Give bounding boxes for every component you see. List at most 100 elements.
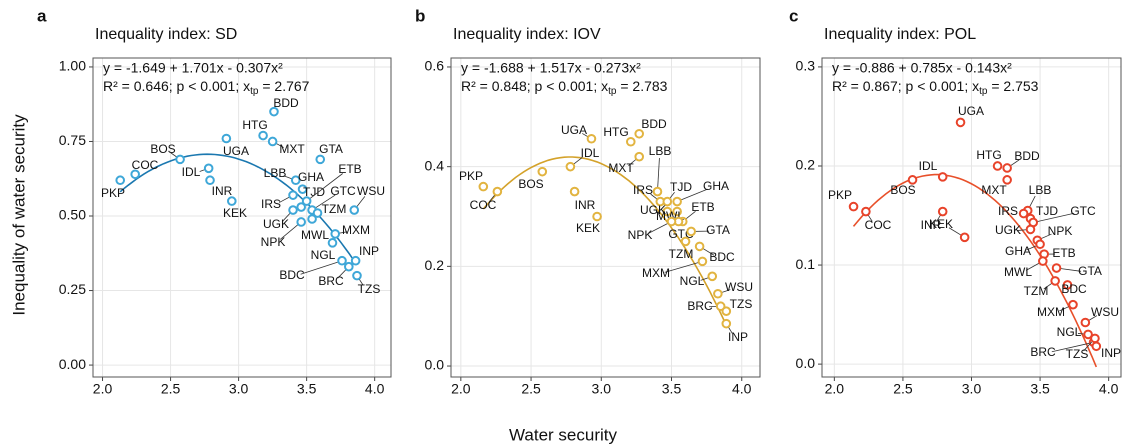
panel-title: Inequality index: IOV <box>453 26 601 43</box>
point-label: TJD <box>1036 204 1058 218</box>
x-tick-label: 3.0 <box>592 381 612 397</box>
point <box>327 238 338 248</box>
point <box>297 184 308 194</box>
point-label: ETB <box>1052 246 1075 260</box>
point <box>662 206 673 217</box>
point <box>301 196 312 206</box>
point-label: BDD <box>1014 149 1040 163</box>
y-tick-label: 0.6 <box>425 58 445 74</box>
point <box>267 136 278 147</box>
point <box>315 154 326 165</box>
panel-letter: a <box>37 6 47 25</box>
point-label: TZS <box>358 282 381 296</box>
point <box>1083 329 1093 340</box>
point-label: IRS <box>633 183 653 197</box>
point-label: BDD <box>273 96 299 110</box>
fit-stats-text: R² = 0.848; p < 0.001; x <box>461 78 608 94</box>
point <box>290 175 301 186</box>
point-label: IDL <box>919 159 938 173</box>
y-tick-label: 0.0 <box>796 355 816 371</box>
point-label: HTG <box>242 118 267 132</box>
point-label: WSU <box>725 280 753 294</box>
point-label: UGK <box>640 203 666 217</box>
x-tick-label: 2.0 <box>825 381 845 397</box>
point <box>1051 263 1062 273</box>
point-label: MWL <box>301 228 329 242</box>
point <box>861 206 871 217</box>
point <box>288 190 298 200</box>
panel-title: Inequality index: POL <box>824 26 976 43</box>
point-label: NPK <box>628 228 653 242</box>
point-label: INR <box>212 184 233 198</box>
point <box>1062 280 1073 290</box>
fit-stats-subscript: tp <box>979 86 988 97</box>
label-leader <box>664 260 703 273</box>
label-leader <box>300 260 343 275</box>
point-label: IRS <box>261 197 281 211</box>
panel-letter: c <box>789 6 798 25</box>
point-label: UGA <box>223 144 249 158</box>
point-label: INP <box>359 244 379 258</box>
panel-border <box>821 57 1122 378</box>
point-label: BRC <box>1030 345 1056 359</box>
point <box>937 172 948 182</box>
point <box>296 217 306 227</box>
point-label: BOS <box>890 183 915 197</box>
point <box>1038 256 1048 266</box>
point <box>221 133 232 144</box>
point <box>1080 317 1091 328</box>
point <box>226 196 237 206</box>
point-label: LBB <box>649 144 672 158</box>
point <box>296 202 306 212</box>
point-label: WSU <box>1091 305 1119 319</box>
point <box>666 216 677 227</box>
y-tick-label: 0.50 <box>59 207 86 223</box>
point <box>625 136 636 147</box>
point-label: MXM <box>342 223 370 237</box>
label-leader <box>657 157 660 192</box>
point <box>1025 224 1036 235</box>
point-label: TJD <box>303 185 325 199</box>
point <box>672 196 682 207</box>
x-tick-label: 4.0 <box>732 381 752 397</box>
point <box>337 255 347 266</box>
x-tick-label: 2.0 <box>451 381 471 397</box>
point-label: IRS <box>998 204 1018 218</box>
point-label: BDC <box>709 250 735 264</box>
point <box>672 206 682 217</box>
x-tick-label: 2.0 <box>93 381 113 397</box>
point-label: KEK <box>223 206 247 220</box>
point <box>697 256 708 267</box>
point <box>1050 276 1060 286</box>
point-label: INP <box>1101 346 1121 360</box>
point <box>492 186 503 197</box>
y-tick-label: 0.2 <box>796 157 816 173</box>
point <box>848 201 859 212</box>
y-tick-label: 0.25 <box>59 281 86 297</box>
point <box>349 205 360 215</box>
point-label: GTA <box>1078 264 1102 278</box>
point <box>1090 333 1100 344</box>
x-tick-label: 4.0 <box>365 381 385 397</box>
fit-stats-subscript: tp <box>608 86 617 97</box>
point <box>937 206 948 217</box>
point-label: GHA <box>1005 244 1031 258</box>
point-label: INR <box>575 198 596 212</box>
point-label: MWL <box>1004 265 1032 279</box>
point-label: TZS <box>1066 347 1089 361</box>
point-label: TZM <box>669 247 694 261</box>
point <box>203 163 214 174</box>
point-label: BRC <box>318 274 344 288</box>
point-label: GTA <box>706 223 730 237</box>
x-tick-label: 3.5 <box>1030 381 1050 397</box>
point-label: TZM <box>322 202 347 216</box>
point-label: HTG <box>603 125 628 139</box>
point-label: GHA <box>298 170 324 184</box>
point-label: NPK <box>1048 224 1073 238</box>
point <box>955 117 966 128</box>
point <box>307 214 317 224</box>
fit-stats: R² = 0.646; p < 0.001; xtp = 2.767 <box>103 78 310 97</box>
label-leader <box>1051 341 1094 353</box>
point <box>592 211 602 222</box>
point-label: ETB <box>691 200 714 214</box>
